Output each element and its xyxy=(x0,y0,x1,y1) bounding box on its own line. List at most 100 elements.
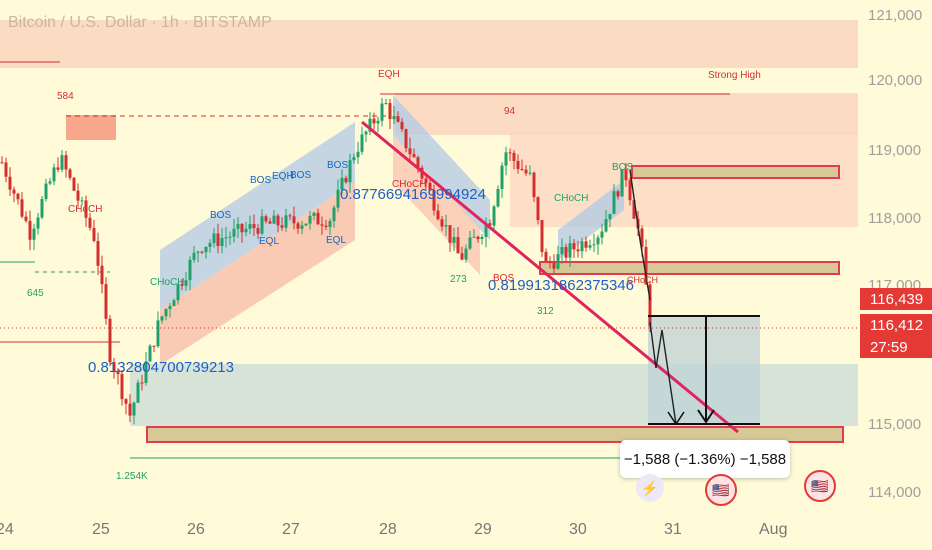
candle-body xyxy=(564,247,568,258)
candle-body xyxy=(460,253,464,260)
annotation-label: CHoCH xyxy=(627,275,658,285)
candle-body xyxy=(456,237,460,254)
annotation-label: 584 xyxy=(57,91,74,102)
order-block-584 xyxy=(66,115,116,140)
candle-body xyxy=(388,103,392,120)
annotation-label: 0.8132804700739213 xyxy=(88,359,234,376)
candle-body xyxy=(24,216,28,221)
annotation-label: CHoCH xyxy=(554,193,588,204)
candle-body xyxy=(128,403,132,416)
candle-body xyxy=(256,228,260,234)
candle-body xyxy=(580,241,584,252)
candle-body xyxy=(476,236,480,240)
candle-body xyxy=(496,188,500,207)
candle-body xyxy=(136,382,140,403)
candle-body xyxy=(392,116,396,120)
candle-body xyxy=(84,200,88,218)
candle-body xyxy=(160,316,164,321)
x-tick-label: 30 xyxy=(569,521,587,538)
annotation-label: CHoCH xyxy=(150,277,184,288)
candle-body xyxy=(248,224,252,229)
price-badge-red: 116,439 xyxy=(860,288,932,310)
candle-body xyxy=(648,284,652,327)
candle-body xyxy=(308,215,312,224)
candle-body xyxy=(644,246,648,285)
candle-body xyxy=(400,121,404,130)
y-tick-label: 120,000 xyxy=(868,72,922,89)
candle-body xyxy=(436,210,440,220)
annotation-label: EQL xyxy=(326,235,346,246)
candle-body xyxy=(312,212,316,216)
candle-body xyxy=(620,169,624,197)
candle-body xyxy=(32,228,36,240)
lightning-event-icon[interactable]: ⚡ xyxy=(636,474,664,502)
candle-body xyxy=(56,167,60,170)
candle-body xyxy=(4,162,8,177)
candle-body xyxy=(324,225,328,227)
us-flag-icon[interactable]: 🇺🇸 xyxy=(804,470,836,502)
candle-body xyxy=(576,249,580,252)
candle-body xyxy=(472,236,476,238)
candle-body xyxy=(340,177,344,190)
annotation-label: Strong High xyxy=(708,70,761,81)
candle-body xyxy=(104,284,108,319)
candle-body xyxy=(520,168,524,170)
candle-body xyxy=(168,306,172,309)
measure-label: −1,588 (−1.36%) −1,588 xyxy=(620,440,790,478)
projection-arrowhead xyxy=(667,411,685,426)
candle-body xyxy=(464,248,468,260)
annotation-label: 0.8776694169994924 xyxy=(340,186,486,203)
candle-body xyxy=(224,237,228,239)
candle-body xyxy=(156,320,160,347)
candle-body xyxy=(360,134,364,152)
candle-body xyxy=(188,259,192,281)
candle-body xyxy=(348,160,352,183)
projection-path-top xyxy=(629,169,651,301)
candle-body xyxy=(508,152,512,154)
candle-body xyxy=(332,207,336,222)
annotation-label: BOS xyxy=(327,160,348,171)
candle-body xyxy=(52,167,56,182)
candle-body xyxy=(72,177,76,191)
candle-body xyxy=(372,118,376,124)
candle-body xyxy=(292,216,296,224)
candle-body xyxy=(108,318,112,363)
candle-body xyxy=(612,191,616,214)
candle-body xyxy=(200,251,204,253)
candle-body xyxy=(216,233,220,247)
salmon-channel-up xyxy=(160,182,355,365)
candle-body xyxy=(164,308,168,317)
candle-body xyxy=(36,217,40,229)
candle-body xyxy=(572,243,576,250)
candle-body xyxy=(96,240,100,266)
candle-body xyxy=(172,300,176,307)
candle-body xyxy=(428,182,432,191)
candle-body xyxy=(604,219,608,232)
measure-box xyxy=(648,316,760,424)
candle-body xyxy=(40,199,44,218)
candle-body xyxy=(628,180,632,201)
candle-body xyxy=(380,103,384,121)
candle-body xyxy=(252,224,256,229)
candle-body xyxy=(260,216,264,234)
x-tick-label: Aug xyxy=(759,521,787,538)
candle-body xyxy=(600,231,604,238)
measure-arrowhead xyxy=(697,409,715,424)
candle-body xyxy=(540,220,544,252)
candle-body xyxy=(176,284,180,301)
candle-body xyxy=(264,216,268,222)
candle-body xyxy=(412,154,416,158)
candle-body xyxy=(516,160,520,169)
candle-body xyxy=(100,265,104,285)
candle-body xyxy=(196,251,200,253)
y-tick-label: 114,000 xyxy=(868,484,921,501)
y-tick-label: 115,000 xyxy=(868,416,921,433)
x-tick-label: 26 xyxy=(187,521,205,538)
candle-body xyxy=(548,261,552,263)
annotation-label: 312 xyxy=(537,306,554,317)
us-flag-icon[interactable]: 🇺🇸 xyxy=(705,474,737,506)
annotation-label: BOS xyxy=(493,273,514,284)
annotation-label: 273 xyxy=(450,274,467,285)
